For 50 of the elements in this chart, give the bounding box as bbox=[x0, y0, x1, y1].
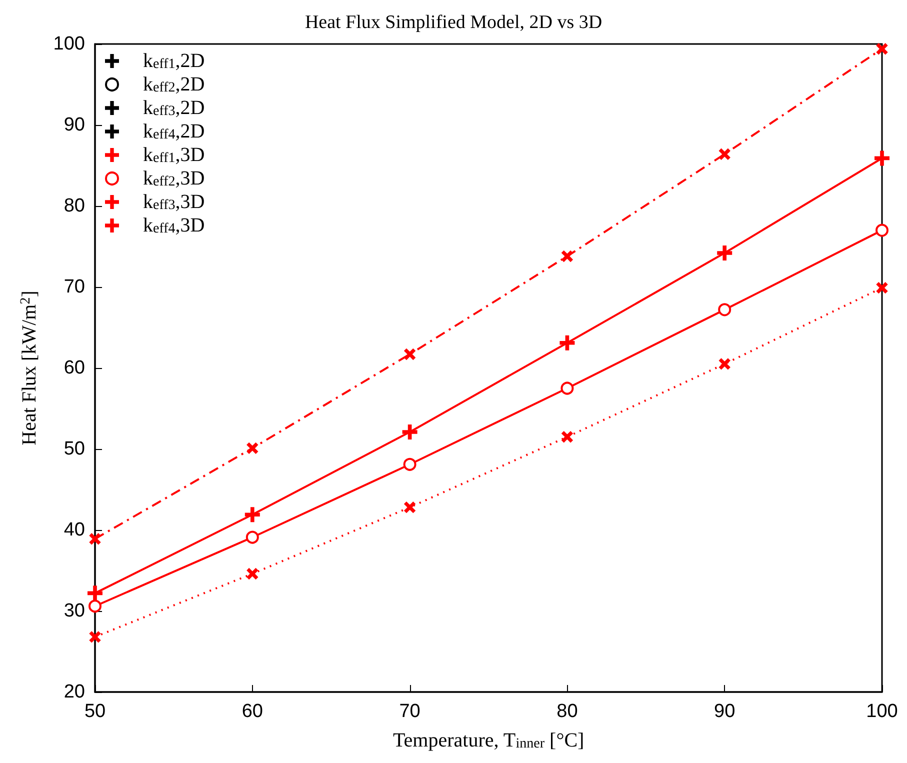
point bbox=[402, 424, 418, 440]
point bbox=[876, 282, 888, 294]
x-tick-label: 90 bbox=[714, 701, 736, 722]
point bbox=[719, 358, 730, 370]
y-tick-label: 100 bbox=[53, 34, 85, 54]
point bbox=[404, 502, 416, 513]
point bbox=[719, 148, 730, 160]
x-tick-label: 80 bbox=[556, 701, 578, 722]
point bbox=[560, 335, 575, 350]
point bbox=[718, 303, 732, 316]
point bbox=[404, 348, 416, 360]
y-tick-label: 20 bbox=[64, 682, 85, 702]
point bbox=[90, 631, 100, 642]
y-tick-label: 80 bbox=[64, 196, 85, 216]
legend-label: keff3,3D bbox=[143, 191, 205, 213]
legend-label: keff4,2D bbox=[143, 120, 205, 142]
y-tick-label: 50 bbox=[64, 438, 85, 460]
point bbox=[876, 43, 888, 54]
point bbox=[88, 586, 102, 601]
point bbox=[246, 568, 258, 580]
point bbox=[246, 442, 258, 454]
y-tick-label: 60 bbox=[64, 358, 85, 378]
y-tick-label: 90 bbox=[64, 114, 85, 136]
point bbox=[874, 150, 890, 166]
x-tick-label: 70 bbox=[399, 701, 420, 722]
point bbox=[246, 530, 259, 544]
legend-label: keff4,3D bbox=[143, 214, 205, 236]
point bbox=[88, 600, 102, 613]
legend-label: keff1,2D bbox=[143, 50, 205, 72]
point bbox=[90, 533, 100, 544]
y-tick-label: 40 bbox=[64, 520, 85, 540]
point bbox=[244, 507, 260, 522]
point bbox=[876, 224, 888, 237]
point bbox=[562, 250, 573, 262]
x-tick-label: 50 bbox=[84, 701, 106, 722]
legend-label: keff1,3D bbox=[143, 144, 205, 166]
x-tick-label: 100 bbox=[866, 701, 898, 722]
point bbox=[717, 245, 732, 260]
legend-label: keff2,2D bbox=[143, 74, 205, 96]
point bbox=[403, 458, 416, 471]
x-axis-title: Temperature, Tinner [°C] bbox=[392, 730, 584, 752]
x-tick-label: 60 bbox=[242, 701, 263, 722]
y-axis-title: Heat Flux [kW/m2] bbox=[18, 290, 40, 446]
legend-label: keff3,2D bbox=[143, 97, 205, 119]
point bbox=[560, 382, 574, 395]
chart-title: Heat Flux Simplified Model, 2D vs 3D bbox=[304, 12, 602, 33]
y-tick-label: 30 bbox=[64, 600, 85, 622]
legend-label: keff2,3D bbox=[143, 168, 205, 190]
y-tick-label: 70 bbox=[64, 276, 85, 298]
point bbox=[562, 431, 573, 442]
